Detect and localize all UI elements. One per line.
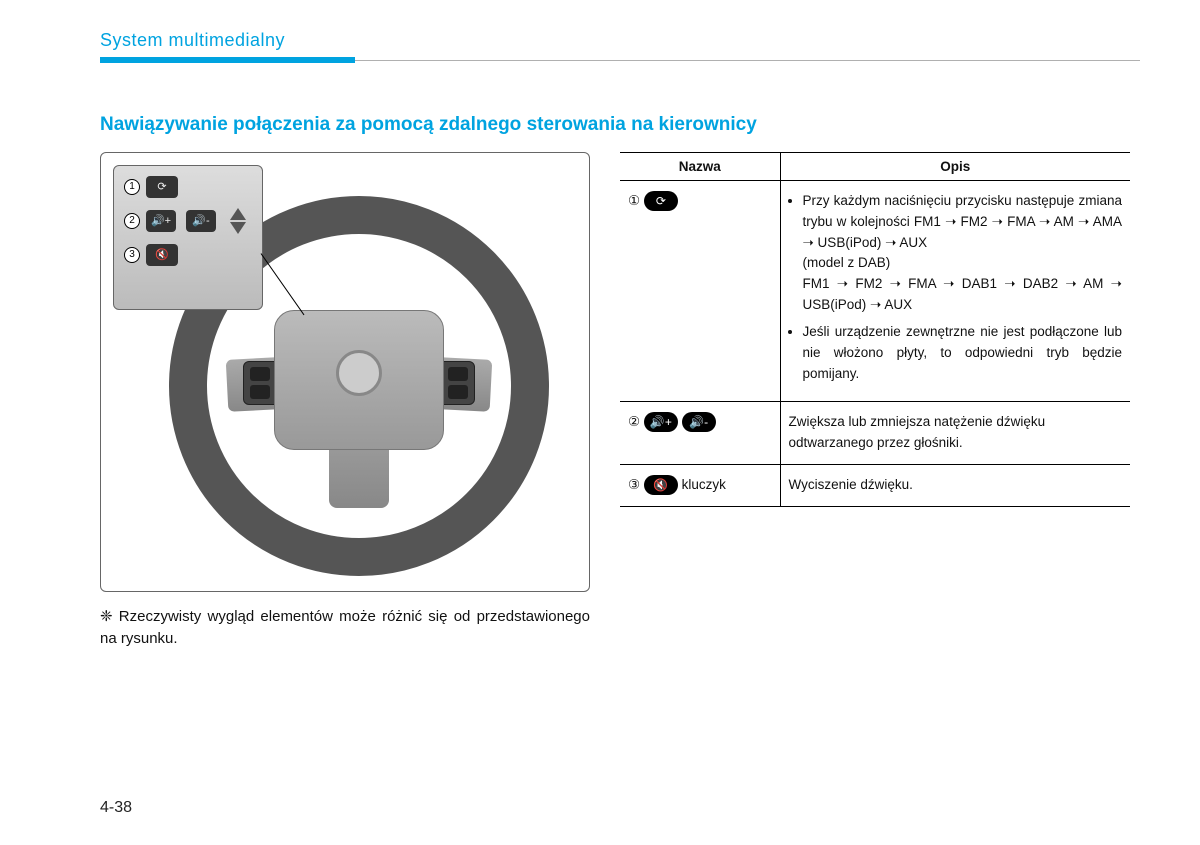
manual-page: System multimedialny Nawiązywanie połącz…	[0, 0, 1200, 845]
mute-icon: 🔇	[644, 475, 678, 495]
table-row: ① ⟳ Przy każdym naciśnięciu przycisku na…	[620, 180, 1130, 401]
wheel-hub	[274, 310, 444, 450]
callout-row-1: 1 ⟳	[124, 176, 252, 198]
row3-key-label: kluczyk	[682, 477, 726, 492]
callout-row-3: 3 🔇	[124, 244, 252, 266]
row1-bullet1: Przy każdym naciśnięciu przycisku następ…	[803, 193, 1123, 250]
row1-bullet2: Jeśli urządzenie zewnętrzne nie jest pod…	[803, 322, 1123, 385]
volume-up-icon: 🔊+	[644, 412, 678, 432]
note-text-body: Rzeczywisty wygląd elementów może różnić…	[100, 608, 590, 648]
content-row: 1 ⟳ 2 🔊+ 🔊- 3 🔇	[100, 152, 1140, 651]
steering-wheel-illustration: 1 ⟳ 2 🔊+ 🔊- 3 🔇	[100, 152, 590, 592]
header-underline	[100, 57, 1140, 63]
chapter-header: System multimedialny	[100, 30, 1140, 63]
right-column: Nazwa Opis ① ⟳ Przy każdym naci	[620, 152, 1130, 507]
controls-description-table: Nazwa Opis ① ⟳ Przy każdym naci	[620, 152, 1130, 507]
row1-dab-line: FM1 ➝ FM2 ➝ FMA ➝ DAB1 ➝ DAB2 ➝ AM ➝ USB…	[803, 276, 1123, 312]
underline-accent	[100, 57, 355, 63]
underline-rule	[355, 60, 1140, 61]
row1-num: ①	[628, 193, 640, 208]
row2-desc-cell: Zwiększa lub zmniejsza natężenie dźwięku…	[780, 401, 1130, 464]
row3-num: ③	[628, 477, 640, 492]
row1-model-note: (model z DAB)	[803, 255, 891, 270]
row2-num: ②	[628, 414, 640, 429]
seek-up-icon	[230, 208, 246, 220]
volume-down-icon: 🔊-	[682, 412, 716, 432]
row2-name-cell: ② 🔊+ 🔊-	[620, 401, 780, 464]
mode-cycle-icon: ⟳	[644, 191, 678, 211]
button-callout-inset: 1 ⟳ 2 🔊+ 🔊- 3 🔇	[113, 165, 263, 310]
row1-name-cell: ① ⟳	[620, 180, 780, 401]
note-prefix-symbol: ❈	[100, 608, 113, 625]
callout-num-1: 1	[124, 179, 140, 195]
volume-up-icon: 🔊+	[146, 210, 176, 232]
left-column: 1 ⟳ 2 🔊+ 🔊- 3 🔇	[100, 152, 590, 651]
row3-desc-cell: Wyciszenie dźwięku.	[780, 464, 1130, 506]
callout-num-3: 3	[124, 247, 140, 263]
callout-num-2: 2	[124, 213, 140, 229]
mute-icon: 🔇	[146, 244, 178, 266]
th-desc: Opis	[780, 152, 1130, 180]
seek-down-icon	[230, 222, 246, 234]
illustration-note: ❈ Rzeczywisty wygląd elementów może różn…	[100, 606, 590, 651]
page-number: 4-38	[100, 799, 132, 817]
chapter-title: System multimedialny	[100, 30, 1140, 51]
callout-row-2: 2 🔊+ 🔊-	[124, 208, 252, 234]
table-row: ③ 🔇 kluczyk Wyciszenie dźwięku.	[620, 464, 1130, 506]
table-row: ② 🔊+ 🔊- Zwiększa lub zmniejsza natężenie…	[620, 401, 1130, 464]
row1-desc-cell: Przy każdym naciśnięciu przycisku następ…	[780, 180, 1130, 401]
section-title: Nawiązywanie połączenia za pomocą zdalne…	[100, 113, 1140, 138]
volume-down-icon: 🔊-	[186, 210, 216, 232]
mode-cycle-icon: ⟳	[146, 176, 178, 198]
row3-name-cell: ③ 🔇 kluczyk	[620, 464, 780, 506]
th-name: Nazwa	[620, 152, 780, 180]
